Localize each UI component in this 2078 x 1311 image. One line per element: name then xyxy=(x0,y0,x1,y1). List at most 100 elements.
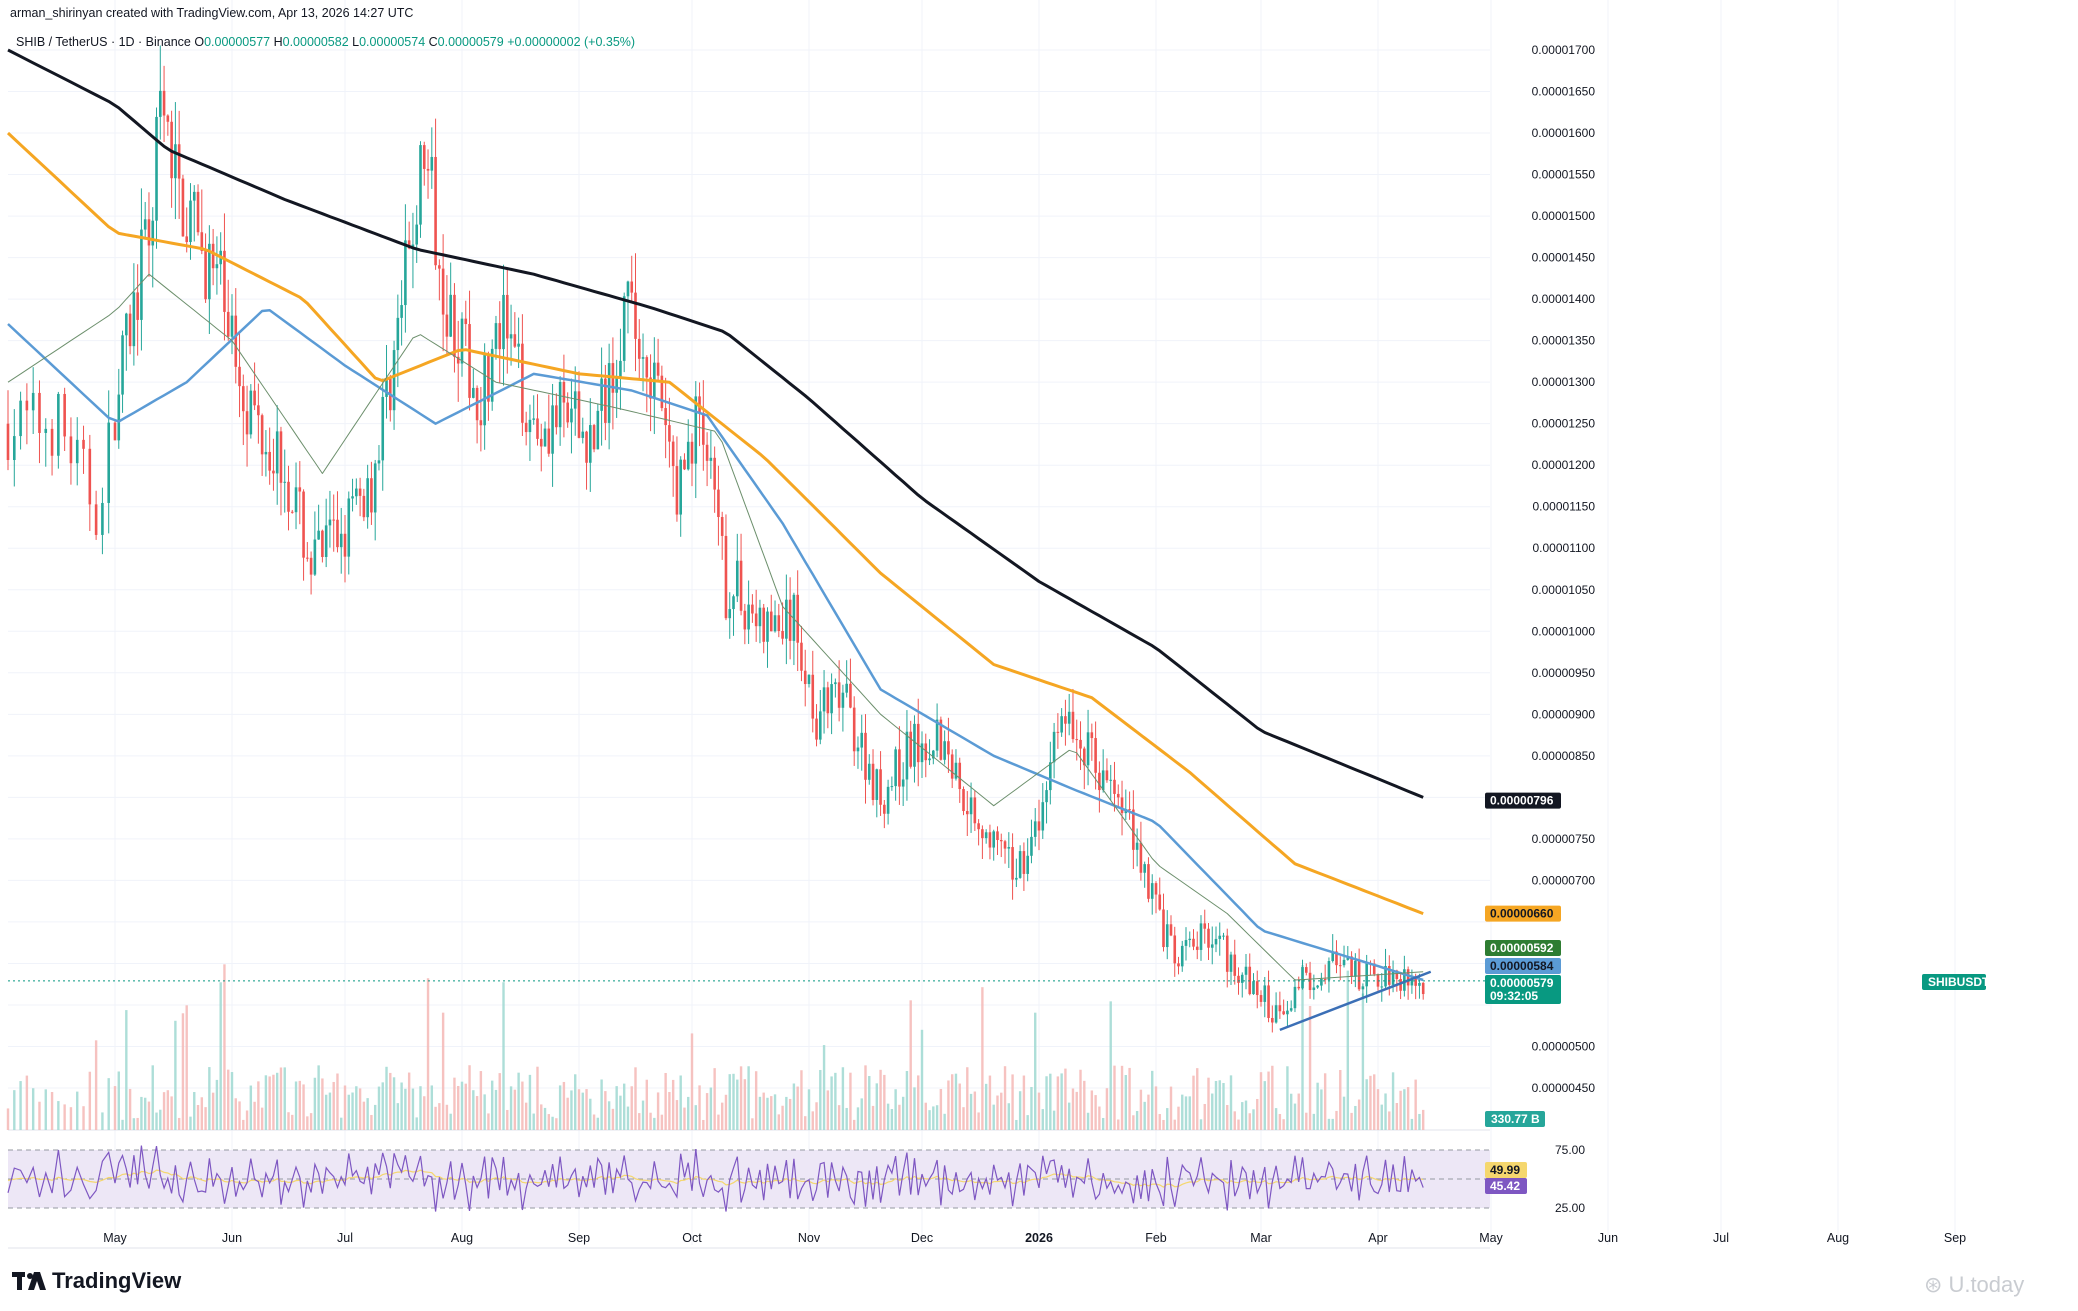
candle-body xyxy=(517,343,520,347)
volume-bar xyxy=(1361,993,1365,1130)
candle-body xyxy=(113,422,117,441)
volume-bar xyxy=(242,1119,245,1130)
volume-bar xyxy=(1335,1110,1338,1130)
volume-bar xyxy=(528,1074,532,1130)
candle-body xyxy=(347,498,351,557)
y-tick-label: 0.00001200 xyxy=(1532,458,1596,472)
y-tick-label: 0.00000700 xyxy=(1532,873,1596,887)
volume-label-box xyxy=(1485,1111,1545,1127)
volume-bar xyxy=(38,1101,41,1130)
volume-bar xyxy=(815,1102,818,1130)
candle-body xyxy=(185,236,189,243)
volume-bar xyxy=(389,1072,392,1130)
candle-body xyxy=(449,294,452,337)
candle-body xyxy=(132,292,136,347)
candle-body xyxy=(456,356,460,364)
volume-bar xyxy=(1244,1100,1248,1130)
volume-bar xyxy=(227,1069,230,1130)
candle-body xyxy=(1207,928,1210,948)
volume-bar xyxy=(547,1114,551,1130)
change-value: +0.00000002 (+0.35%) xyxy=(507,35,636,49)
candle-body xyxy=(879,769,882,805)
symbol-title: SHIB / TetherUS · 1D · Binance xyxy=(16,35,191,49)
volume-bar xyxy=(498,1073,501,1130)
volume-bar xyxy=(958,1083,961,1130)
volume-bar xyxy=(324,1094,328,1130)
volume-bar xyxy=(698,1085,701,1130)
y-tick-label: 0.00001000 xyxy=(1532,624,1596,638)
symbol-legend[interactable]: SHIB / TetherUS · 1D · Binance O0.000005… xyxy=(16,35,635,49)
volume-bar xyxy=(1233,1111,1236,1130)
candle-body xyxy=(1312,987,1316,991)
volume-bar xyxy=(660,1114,664,1130)
candle-body xyxy=(1056,731,1060,733)
volume-bar xyxy=(415,1117,418,1130)
volume-bar xyxy=(619,1095,622,1130)
volume-bar xyxy=(856,1107,860,1130)
candle-body xyxy=(407,240,411,249)
candle-body xyxy=(1289,1008,1293,1011)
volume-bar xyxy=(898,1104,901,1130)
tradingview-logo[interactable]: TradingView xyxy=(12,1268,181,1294)
candle-body xyxy=(732,596,735,610)
volume-bar xyxy=(992,1104,995,1130)
candle-body xyxy=(1237,975,1240,983)
candle-body xyxy=(796,594,799,643)
volume-bar xyxy=(555,1118,558,1130)
y-tick-label: 0.00001450 xyxy=(1532,251,1596,265)
volume-bar xyxy=(962,1107,965,1130)
candle-body xyxy=(1049,762,1052,791)
volume-bar xyxy=(728,1074,731,1130)
volume-bar xyxy=(800,1070,803,1130)
volume-bar xyxy=(585,1089,588,1130)
volume-bar xyxy=(343,1085,347,1130)
candle-body xyxy=(924,743,928,761)
candle-body xyxy=(845,683,848,693)
candle-body xyxy=(1003,841,1007,849)
candle-body xyxy=(125,313,128,336)
volume-bar xyxy=(1083,1080,1086,1130)
candle-body xyxy=(788,599,792,641)
volume-bar xyxy=(215,1079,219,1130)
symbol-tag-text: SHIBUSDT xyxy=(1928,975,1990,989)
volume-bar xyxy=(747,1066,750,1130)
candle-body xyxy=(521,343,524,423)
x-tick-label: Jul xyxy=(337,1231,353,1245)
volume-bar xyxy=(317,1065,320,1130)
volume-bar xyxy=(766,1097,769,1130)
candle-body xyxy=(1094,738,1097,773)
moving-averages xyxy=(6,48,1490,1032)
candle-body xyxy=(1316,985,1319,988)
volume-bar xyxy=(1067,1102,1071,1130)
candle-body xyxy=(1030,836,1033,856)
volume-bar xyxy=(1211,1093,1214,1130)
candle-body xyxy=(656,362,660,376)
candle-body xyxy=(339,533,343,548)
ma-orange-line xyxy=(6,131,1424,915)
candle-body xyxy=(453,294,456,357)
open-label: O xyxy=(194,35,205,49)
volume-bar xyxy=(1376,1089,1380,1130)
candle-body xyxy=(724,535,728,619)
candle-body xyxy=(717,489,720,518)
volume-bar xyxy=(890,1109,894,1130)
candle-body xyxy=(392,350,396,411)
volume-bar xyxy=(551,1116,554,1130)
candle-body xyxy=(528,419,532,433)
candle-body xyxy=(434,156,437,266)
volume-bar xyxy=(687,1096,690,1130)
volume-bar xyxy=(758,1096,762,1130)
candle-body xyxy=(204,250,207,300)
price-label-box xyxy=(1485,975,1561,991)
volume-bar xyxy=(1113,1065,1116,1130)
volume-bar xyxy=(785,1096,788,1130)
volume-bar xyxy=(1098,1106,1101,1130)
candle-body xyxy=(1169,924,1173,936)
volume-bar xyxy=(502,982,505,1130)
candle-body xyxy=(1128,809,1131,811)
candle-body xyxy=(1252,981,1255,995)
volume-bar xyxy=(939,1088,943,1130)
candle-body xyxy=(6,423,10,461)
volume-bar xyxy=(76,1091,79,1130)
